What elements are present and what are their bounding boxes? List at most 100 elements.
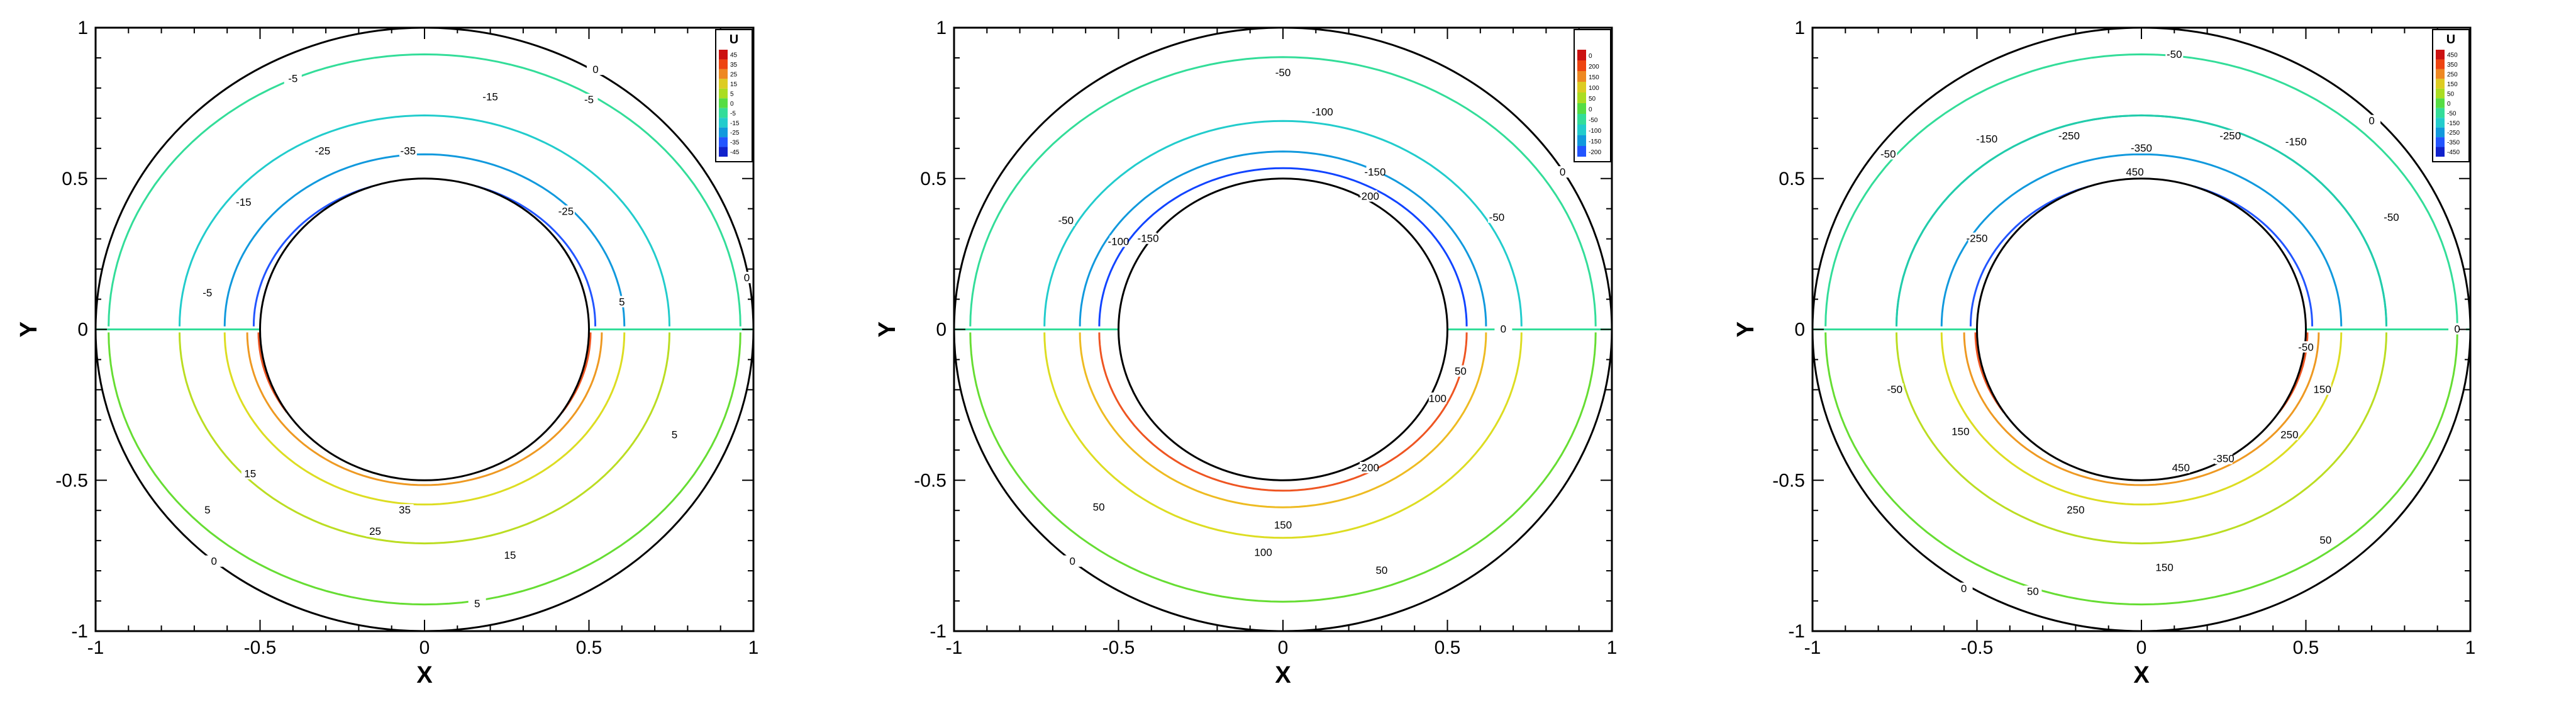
legend-level-label: -35 xyxy=(730,140,740,147)
contour-label-bg xyxy=(1428,392,1446,404)
contour-label: -25 xyxy=(558,205,574,217)
legend-level-label: 50 xyxy=(1589,96,1596,103)
contour-label: -15 xyxy=(236,196,252,208)
contour-label: -50 xyxy=(1887,383,1902,395)
contour-label: 50 xyxy=(1375,564,1387,576)
x-tick-label: 1 xyxy=(748,637,759,658)
legend-swatch xyxy=(719,59,728,69)
contour-label-bg xyxy=(2448,323,2467,335)
y-axis-label: Y xyxy=(16,322,42,337)
y-tick-label: -0.5 xyxy=(914,470,947,491)
legend-level-label: 0 xyxy=(1589,53,1592,60)
legend-level-label: 25 xyxy=(730,72,738,79)
legend-swatch xyxy=(719,79,728,89)
contour-label: 15 xyxy=(244,468,256,480)
contour-label-bg xyxy=(2133,142,2150,154)
legend-level-label: -5 xyxy=(730,110,736,117)
contour-label: -350 xyxy=(2131,142,2152,154)
contour-label: -50 xyxy=(2298,341,2314,353)
legend-level-label: -450 xyxy=(2447,149,2460,156)
legend-swatch xyxy=(719,108,728,118)
x-axis-label: X xyxy=(2133,662,2150,688)
legend-swatch xyxy=(1577,146,1586,157)
contour-label: -15 xyxy=(482,91,498,103)
legend-level-label: 150 xyxy=(2447,81,2458,88)
contour-line--150 xyxy=(1079,150,1487,327)
legend-level-label: 50 xyxy=(2447,91,2455,98)
legend-swatch xyxy=(2436,118,2445,128)
contour-label: -50 xyxy=(1058,215,1074,227)
legend-swatch xyxy=(2436,79,2445,89)
contour-label: 0 xyxy=(1070,556,1075,568)
contour-label-bg xyxy=(2024,585,2042,597)
contour-label-bg xyxy=(2316,534,2334,546)
contour-label: 100 xyxy=(1254,546,1272,558)
legend-level-label: 0 xyxy=(730,101,734,108)
contour-label: 0 xyxy=(744,272,750,284)
contour-line--50 xyxy=(1824,53,2458,327)
contour-label: -100 xyxy=(1108,235,1129,247)
contour-label-bg xyxy=(396,504,414,516)
contour-label-bg xyxy=(2297,341,2315,353)
legend-swatch xyxy=(1577,50,1586,60)
contour-label-bg xyxy=(557,205,575,217)
inner-cylinder-circle xyxy=(1976,177,2307,481)
contour-label: -150 xyxy=(1138,233,1159,245)
contour-label-bg xyxy=(2172,462,2190,474)
legend-swatch xyxy=(719,88,728,99)
legend-swatch xyxy=(719,127,728,138)
contour-line--100 xyxy=(1043,120,1523,327)
legend-swatch xyxy=(1577,92,1586,103)
x-axis-label: X xyxy=(416,662,433,688)
contour-label: -50 xyxy=(2167,48,2182,60)
x-tick-label: 1 xyxy=(2465,637,2476,658)
legend-swatch xyxy=(2436,108,2445,118)
contour-label: -150 xyxy=(1976,133,1997,145)
legend-level-label: 250 xyxy=(2447,72,2458,79)
contour-label: 250 xyxy=(2067,504,2084,516)
legend-swatch xyxy=(1577,114,1586,125)
contour-label: -50 xyxy=(2384,211,2399,223)
contour-label-bg xyxy=(1494,323,1513,335)
contour-label-bg xyxy=(1063,555,1082,567)
contour-label: 5 xyxy=(619,296,625,308)
legend-swatch xyxy=(2436,137,2445,147)
legend-level-label: -100 xyxy=(1589,128,1601,135)
contour-label: -35 xyxy=(401,145,416,157)
contour-label: 250 xyxy=(2280,429,2298,440)
legend-swatch xyxy=(1577,71,1586,82)
legend-swatch xyxy=(719,137,728,147)
legend-title: U xyxy=(730,33,738,47)
contour-label-bg xyxy=(1879,148,1897,160)
x-tick-label: 0.5 xyxy=(576,637,602,658)
contour-line-50 xyxy=(1824,332,2458,606)
contour-label-bg xyxy=(2214,452,2233,464)
contour-line-150 xyxy=(1079,332,1487,508)
x-tick-label: -1 xyxy=(946,637,963,658)
contour-line--50 xyxy=(969,56,1597,327)
contour-line--200 xyxy=(1098,167,1468,327)
contour-line-15 xyxy=(179,332,670,545)
x-tick-label: -0.5 xyxy=(1961,637,1994,658)
legend-level-label: -45 xyxy=(730,149,740,156)
contour-line--25 xyxy=(223,153,626,327)
contour-label-bg xyxy=(2287,136,2305,148)
x-tick-label: 0 xyxy=(1278,637,1289,658)
contour-label-bg xyxy=(1968,232,1986,244)
contour-panel-2: -50 -100 0 -150 -200 -50 -50 -100 -150 0 50 100 -200… xyxy=(858,0,1717,706)
legend-level-label: -50 xyxy=(1589,117,1598,124)
y-tick-label: 1 xyxy=(936,18,947,38)
contour-line-50 xyxy=(969,332,1597,603)
contour-label-bg xyxy=(1955,582,1973,594)
contour-label: 150 xyxy=(1951,426,1969,438)
contour-label: -5 xyxy=(288,73,297,85)
contour-label: 50 xyxy=(1093,501,1105,513)
y-tick-label: 1 xyxy=(77,18,88,38)
contour-label: -5 xyxy=(584,94,594,106)
legend-swatch xyxy=(719,147,728,157)
contour-label: 0 xyxy=(211,556,217,568)
contour-label-bg xyxy=(1372,564,1391,576)
contour-label: 0 xyxy=(1501,323,1506,335)
legend-level-label: -250 xyxy=(2447,130,2460,137)
legend-swatch xyxy=(719,98,728,108)
